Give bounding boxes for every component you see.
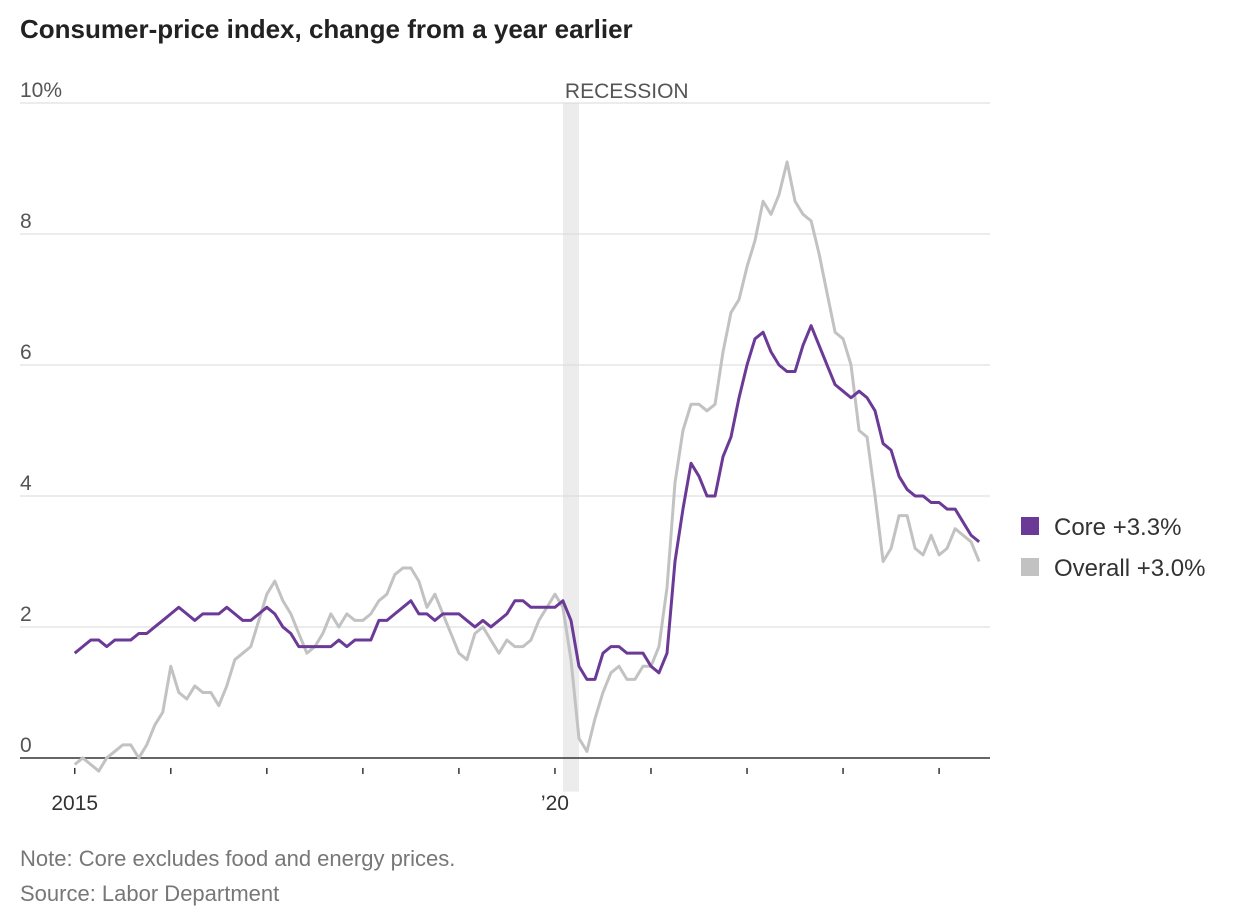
y-tick-label: 4 — [20, 472, 32, 495]
legend-label: Core +3.3% — [1054, 514, 1181, 541]
y-tick-label: 6 — [20, 341, 32, 364]
source: Source: Labor Department — [20, 881, 279, 906]
y-tick-label: 10% — [20, 79, 62, 102]
series-line — [73, 324, 981, 681]
x-tick-label: ’20 — [541, 792, 569, 815]
y-tick-label: 0 — [20, 734, 32, 757]
y-tick-label: 2 — [20, 603, 32, 626]
legend-swatch — [1021, 558, 1039, 576]
x-tick-label: 2015 — [51, 792, 98, 815]
chart-title: Consumer-price index, change from a year… — [20, 14, 633, 44]
note: Note: Core excludes food and energy pric… — [20, 846, 455, 871]
legend-label: Overall +3.0% — [1054, 555, 1205, 582]
recession-band — [562, 103, 579, 792]
series-line — [73, 160, 981, 773]
recession-label: RECESSION — [565, 80, 689, 103]
y-tick-label: 8 — [20, 210, 32, 233]
legend-swatch — [1021, 517, 1039, 535]
